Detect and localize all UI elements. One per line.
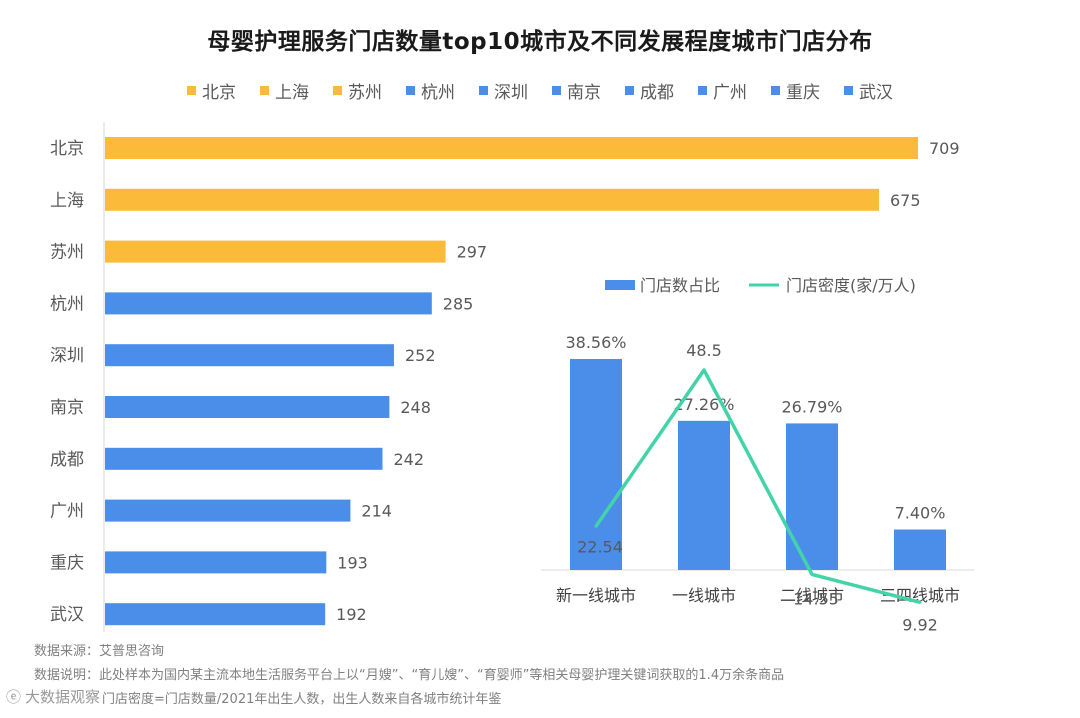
- legend-label: 上海: [275, 83, 309, 103]
- legend-swatch: [625, 86, 634, 95]
- legend-label: 杭州: [421, 83, 455, 103]
- legend-label: 南京: [567, 83, 601, 103]
- legend-label: 深圳: [494, 83, 528, 103]
- density-point: [918, 600, 922, 604]
- legend-item: 广州: [698, 78, 747, 103]
- legend-item: 苏州: [333, 78, 382, 103]
- bar: [105, 344, 394, 367]
- combo-legend-line-label: 门店密度(家/万人): [786, 276, 916, 295]
- bar: [105, 188, 880, 211]
- brand-watermark: ⓔ 大数据观察: [6, 686, 100, 707]
- legend-swatch: [333, 86, 342, 95]
- density-label: 48.5: [686, 341, 722, 360]
- bar: [105, 551, 327, 574]
- city-tier-combo-chart: 门店数占比 门店密度(家/万人)38.56%新一线城市27.26%一线城市26.7…: [541, 276, 974, 634]
- bar: [105, 240, 446, 263]
- value-label: 248: [400, 398, 431, 417]
- tier-bar: [894, 529, 946, 570]
- bar: [105, 396, 390, 418]
- value-label: 285: [443, 294, 474, 313]
- legend-item: 深圳: [479, 78, 528, 103]
- notes: 数据来源：艾普思咨询 数据说明：此处样本为国内某主流本地生活服务平台上以“月嫂”…: [34, 640, 784, 712]
- density-line: [594, 368, 921, 604]
- legend-item: 杭州: [406, 78, 455, 103]
- density-point: [594, 524, 598, 528]
- legend-item: 南京: [552, 78, 601, 103]
- tier-bar: [570, 359, 622, 570]
- category-label: 广州: [50, 502, 84, 522]
- value-label: 709: [929, 139, 960, 158]
- legend-swatch: [698, 86, 707, 95]
- density-point: [810, 572, 814, 576]
- legend-item: 武汉: [844, 78, 893, 103]
- legend-label: 广州: [713, 83, 747, 103]
- category-label: 杭州: [50, 294, 84, 314]
- tier-category-label: 一线城市: [672, 586, 736, 605]
- legend-label: 成都: [640, 83, 674, 103]
- legend-label: 苏州: [348, 83, 382, 103]
- legend-item: 成都: [625, 78, 674, 103]
- legend-swatch: [406, 86, 415, 95]
- value-label: 193: [337, 553, 368, 572]
- value-label: 252: [405, 346, 436, 365]
- explanation-note: 数据说明：此处样本为国内某主流本地生活服务平台上以“月嫂”、“育儿嫂”、“育婴师…: [34, 668, 785, 683]
- value-label: 192: [336, 605, 367, 624]
- chart-title: 母婴护理服务门店数量top10城市及不同发展程度城市门店分布: [207, 29, 873, 55]
- value-label: 675: [890, 191, 921, 210]
- category-label: 南京: [50, 398, 84, 418]
- legend-swatch: [187, 86, 196, 95]
- tier-bar: [786, 423, 838, 570]
- legend-label: 武汉: [859, 83, 893, 103]
- category-label: 苏州: [50, 243, 84, 263]
- weibo-icon: ⓔ: [6, 688, 22, 706]
- legend-item: 重庆: [771, 78, 820, 103]
- category-label: 北京: [50, 139, 84, 159]
- bar: [105, 499, 351, 522]
- top10-bar-chart: 北京 709 上海 675 苏州 297 杭州 285 深圳 252 南京 248 成都 242 广州 214…: [50, 122, 960, 632]
- bar: [105, 137, 918, 159]
- category-label: 重庆: [50, 553, 84, 573]
- category-label: 上海: [50, 191, 84, 211]
- tier-bar-label: 26.79%: [781, 397, 842, 416]
- legend-swatch: [260, 86, 269, 95]
- combo-legend-bar-label: 门店数占比: [640, 276, 720, 295]
- bar: [105, 447, 383, 470]
- legend-swatch: [552, 86, 561, 95]
- category-label: 成都: [50, 450, 84, 470]
- legend-swatch: [479, 86, 488, 95]
- legend-item: 上海: [260, 78, 309, 103]
- legend-label: 重庆: [786, 83, 820, 103]
- bar: [105, 292, 432, 315]
- category-label: 武汉: [50, 605, 84, 625]
- legend-label: 北京: [202, 83, 236, 103]
- density-label: 14.55: [793, 589, 839, 608]
- legend-swatch: [844, 86, 853, 95]
- value-label: 242: [393, 450, 424, 469]
- tier-category-label: 新一线城市: [556, 586, 636, 605]
- legend-item: 北京: [187, 78, 236, 103]
- density-label: 22.54: [577, 537, 623, 556]
- tier-category-label: 三四线城市: [880, 586, 960, 605]
- legend: 北京 上海 苏州 杭州 深圳 南京 成都 广州 重庆 武汉: [0, 78, 1080, 103]
- density-point: [702, 368, 706, 372]
- tier-bar: [678, 420, 730, 570]
- value-label: 214: [361, 502, 392, 521]
- value-label: 297: [457, 243, 488, 262]
- legend-swatch: [771, 86, 780, 95]
- density-label: 9.92: [902, 615, 938, 634]
- brand-text: 大数据观察: [25, 688, 101, 706]
- category-label: 深圳: [50, 346, 84, 366]
- source-note: 数据来源：艾普思咨询: [34, 644, 165, 659]
- density-note: 门店密度=门店数量/2021年出生人数，出生人数来自各城市统计年鉴: [102, 692, 502, 707]
- tier-category-label: 二线城市: [780, 586, 844, 605]
- bar: [105, 603, 326, 626]
- tier-bar-label: 7.40%: [895, 504, 946, 523]
- combo-legend-bar-swatch: [605, 280, 635, 290]
- tier-bar-label: 38.56%: [565, 333, 626, 352]
